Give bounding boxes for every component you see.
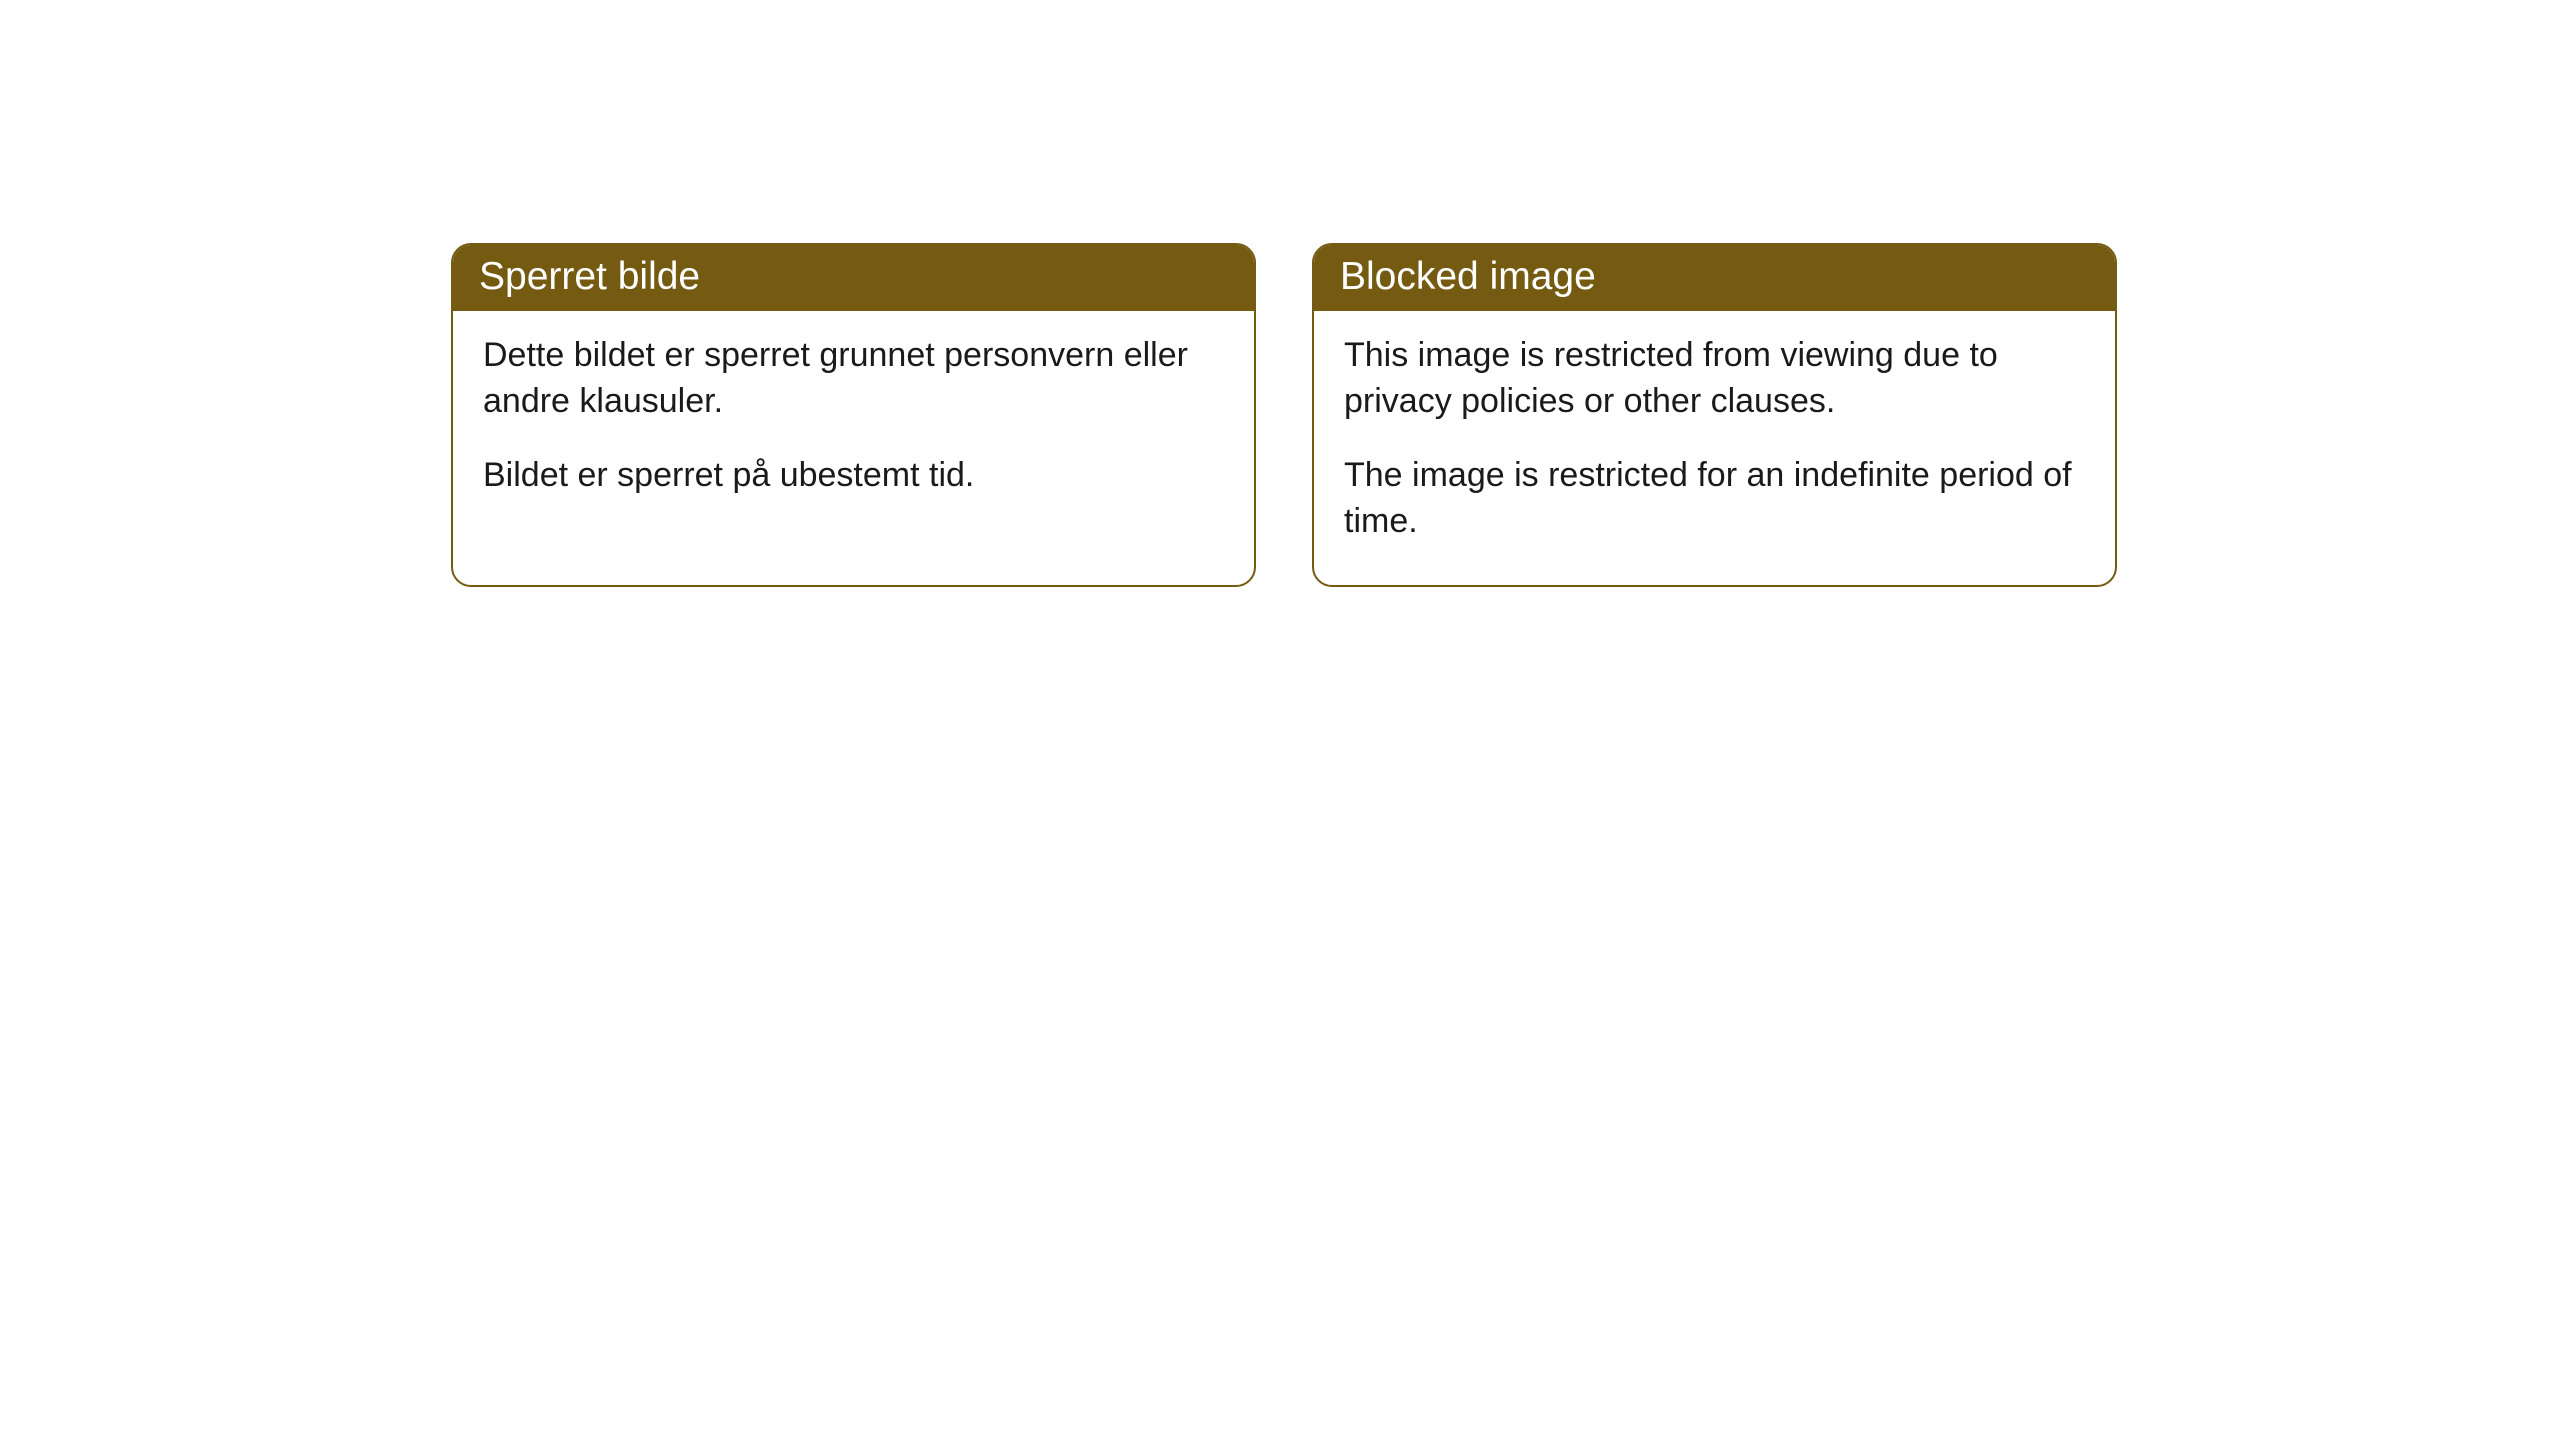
card-body-en: This image is restricted from viewing du… bbox=[1314, 311, 2115, 585]
card-header-en: Blocked image bbox=[1314, 245, 2115, 311]
blocked-image-card-no: Sperret bilde Dette bildet er sperret gr… bbox=[451, 243, 1256, 587]
blocked-image-card-en: Blocked image This image is restricted f… bbox=[1312, 243, 2117, 587]
card-header-no: Sperret bilde bbox=[453, 245, 1254, 311]
card-body-no: Dette bildet er sperret grunnet personve… bbox=[453, 311, 1254, 539]
notice-cards-container: Sperret bilde Dette bildet er sperret gr… bbox=[451, 243, 2117, 587]
card-paragraph: This image is restricted from viewing du… bbox=[1344, 333, 2085, 425]
card-paragraph: Dette bildet er sperret grunnet personve… bbox=[483, 333, 1224, 425]
card-paragraph: Bildet er sperret på ubestemt tid. bbox=[483, 453, 1224, 499]
card-paragraph: The image is restricted for an indefinit… bbox=[1344, 453, 2085, 545]
